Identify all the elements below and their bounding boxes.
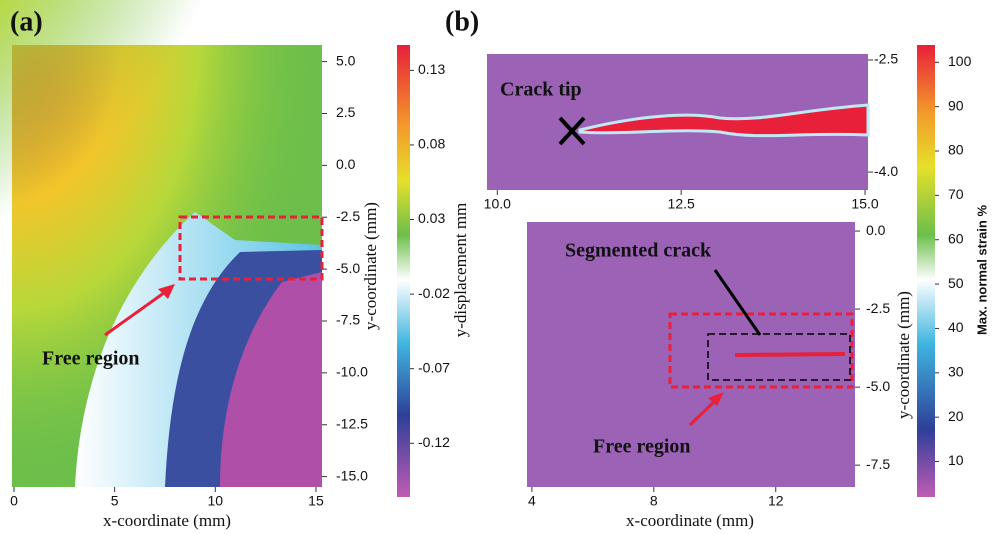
colorbar-tick-label: 0.03 [418, 210, 445, 226]
x-axis-label: x-coordinate (mm) [103, 511, 231, 530]
y-tick-label: 0.0 [336, 156, 356, 172]
y-axis-label: y-coordinate (mm) [361, 202, 380, 330]
colorbar-tick-label: 90 [948, 97, 964, 113]
x-tick-label: 12.5 [668, 196, 695, 212]
panel-label: (a) [10, 6, 43, 37]
colorbar-b [917, 45, 935, 497]
y-tick-label: -7.5 [336, 312, 360, 328]
y-tick-label: -2.5 [336, 208, 360, 224]
x-tick-label: 4 [528, 493, 536, 509]
y-tick-label: 0.0 [866, 222, 886, 238]
x-tick-label: 15.0 [851, 196, 878, 212]
colorbar-a [397, 45, 410, 497]
colorbar-label: y-displacement mm [451, 203, 470, 338]
x-tick-label: 15 [308, 493, 324, 509]
y-tick-label: 5.0 [336, 52, 356, 68]
y-tick-label: -5.0 [336, 260, 360, 276]
y-tick-label: -2.5 [866, 300, 890, 316]
colorbar-tick-label: 50 [948, 275, 964, 291]
x-tick-label: 8 [650, 493, 658, 509]
annotation: Segmented crack [565, 240, 712, 262]
annotation: Free region [42, 348, 140, 370]
field-a [0, 0, 324, 487]
annotation: Crack tip [500, 79, 582, 101]
colorbar-tick-label: 0.13 [418, 61, 445, 77]
field-b-top [487, 54, 870, 190]
y-tick-label: -7.5 [866, 456, 890, 472]
colorbar-tick-label: 0.08 [418, 136, 445, 152]
colorbar-tick-label: 60 [948, 230, 964, 246]
y-tick-label: -10.0 [336, 364, 368, 380]
panel-label: (b) [445, 6, 479, 37]
colorbar-tick-label: 30 [948, 364, 964, 380]
x-tick-label: 10.0 [484, 196, 511, 212]
x-tick-label: 12 [768, 493, 784, 509]
colorbar-tick-label: -0.07 [418, 359, 450, 375]
colorbar-tick-label: 70 [948, 186, 964, 202]
y-tick-label: -15.0 [336, 467, 368, 483]
colorbar-tick-label: 100 [948, 53, 972, 69]
y-tick-label: -2.5 [874, 51, 898, 67]
x-tick-label: 0 [10, 493, 18, 509]
y-tick-label: -4.0 [874, 163, 898, 179]
colorbar-tick-label: 10 [948, 452, 964, 468]
colorbar-label: Max. normal strain % [974, 205, 989, 335]
y-tick-label: 2.5 [336, 104, 356, 120]
field-b-bottom [527, 222, 855, 487]
y-tick-label: -12.5 [336, 415, 368, 431]
y-tick-label: -5.0 [866, 378, 890, 394]
colorbar-tick-label: -0.12 [418, 434, 450, 450]
x-tick-label: 5 [111, 493, 119, 509]
colorbar-tick-label: 20 [948, 408, 964, 424]
colorbar-tick-label: 40 [948, 319, 964, 335]
x-tick-label: 10 [208, 493, 224, 509]
y-axis-label: y-coordinate (mm) [894, 291, 913, 419]
colorbar-tick-label: 80 [948, 142, 964, 158]
annotation: Free region [593, 436, 691, 458]
x-axis-label: x-coordinate (mm) [626, 511, 754, 530]
colorbar-tick-label: -0.02 [418, 285, 450, 301]
